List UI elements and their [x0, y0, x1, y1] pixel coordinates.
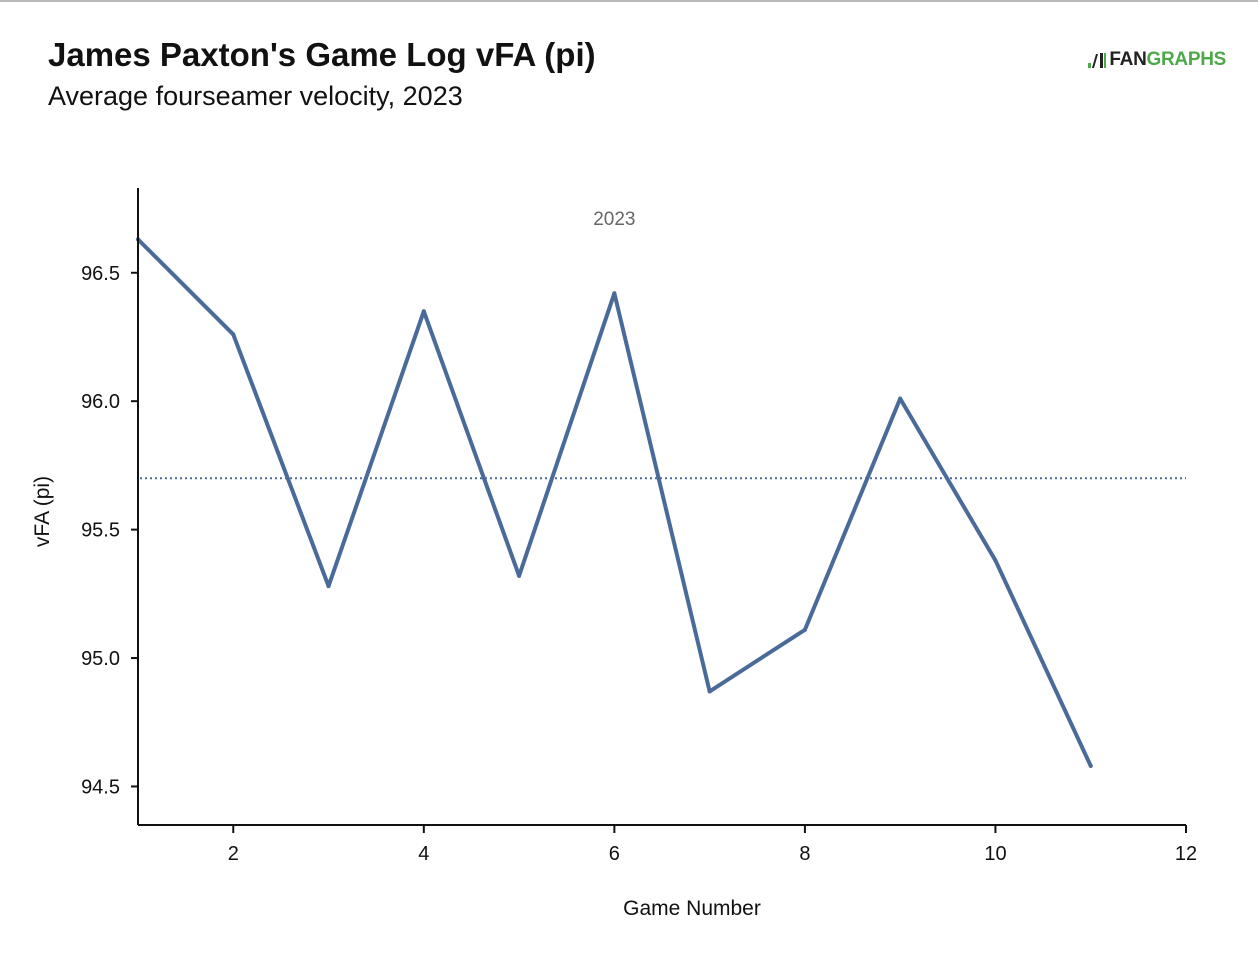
x-axis-ticks: 2 4 6 8 10 12 [228, 825, 1197, 865]
brand-suffix: GRAPHS [1146, 49, 1227, 70]
data-point [326, 584, 331, 589]
x-axis-label: Game Number [623, 897, 761, 920]
series-line [136, 237, 1093, 768]
x-tick-label: 2 [228, 843, 239, 865]
y-tick-label: 95.5 [81, 520, 120, 542]
data-point [517, 573, 522, 578]
data-point [1088, 763, 1093, 768]
y-tick-label: 94.5 [81, 776, 120, 798]
data-point [993, 558, 998, 563]
x-tick-label: 10 [984, 843, 1006, 865]
y-tick-label: 95.0 [81, 648, 120, 670]
series-layer [136, 237, 1093, 768]
data-point [802, 627, 807, 632]
brand-prefix: FAN [1109, 49, 1147, 70]
x-tick-label: 4 [418, 843, 429, 865]
top-border [0, 0, 1258, 2]
data-point [231, 332, 236, 337]
chart-title: James Paxton's Game Log vFA (pi) [48, 36, 596, 73]
x-tick-label: 8 [799, 843, 810, 865]
data-point [707, 689, 712, 694]
y-axis-ticks: 94.5 95.0 95.5 96.0 96.5 [81, 263, 138, 798]
data-point [898, 396, 903, 401]
fangraphs-logo-icon [1087, 50, 1107, 70]
data-point [421, 309, 426, 314]
y-tick-label: 96.0 [81, 391, 120, 413]
y-tick-label: 96.5 [81, 263, 120, 285]
axes [137, 188, 1186, 826]
season-label: 2023 [593, 209, 635, 230]
x-tick-label: 6 [609, 843, 620, 865]
fangraphs-logo[interactable]: FAN GRAPHS [1087, 49, 1226, 71]
chart-subtitle: Average fourseamer velocity, 2023 [48, 81, 463, 111]
x-tick-label: 12 [1175, 843, 1197, 865]
data-point [612, 291, 617, 296]
y-axis-label: vFA (pi) [31, 476, 54, 547]
